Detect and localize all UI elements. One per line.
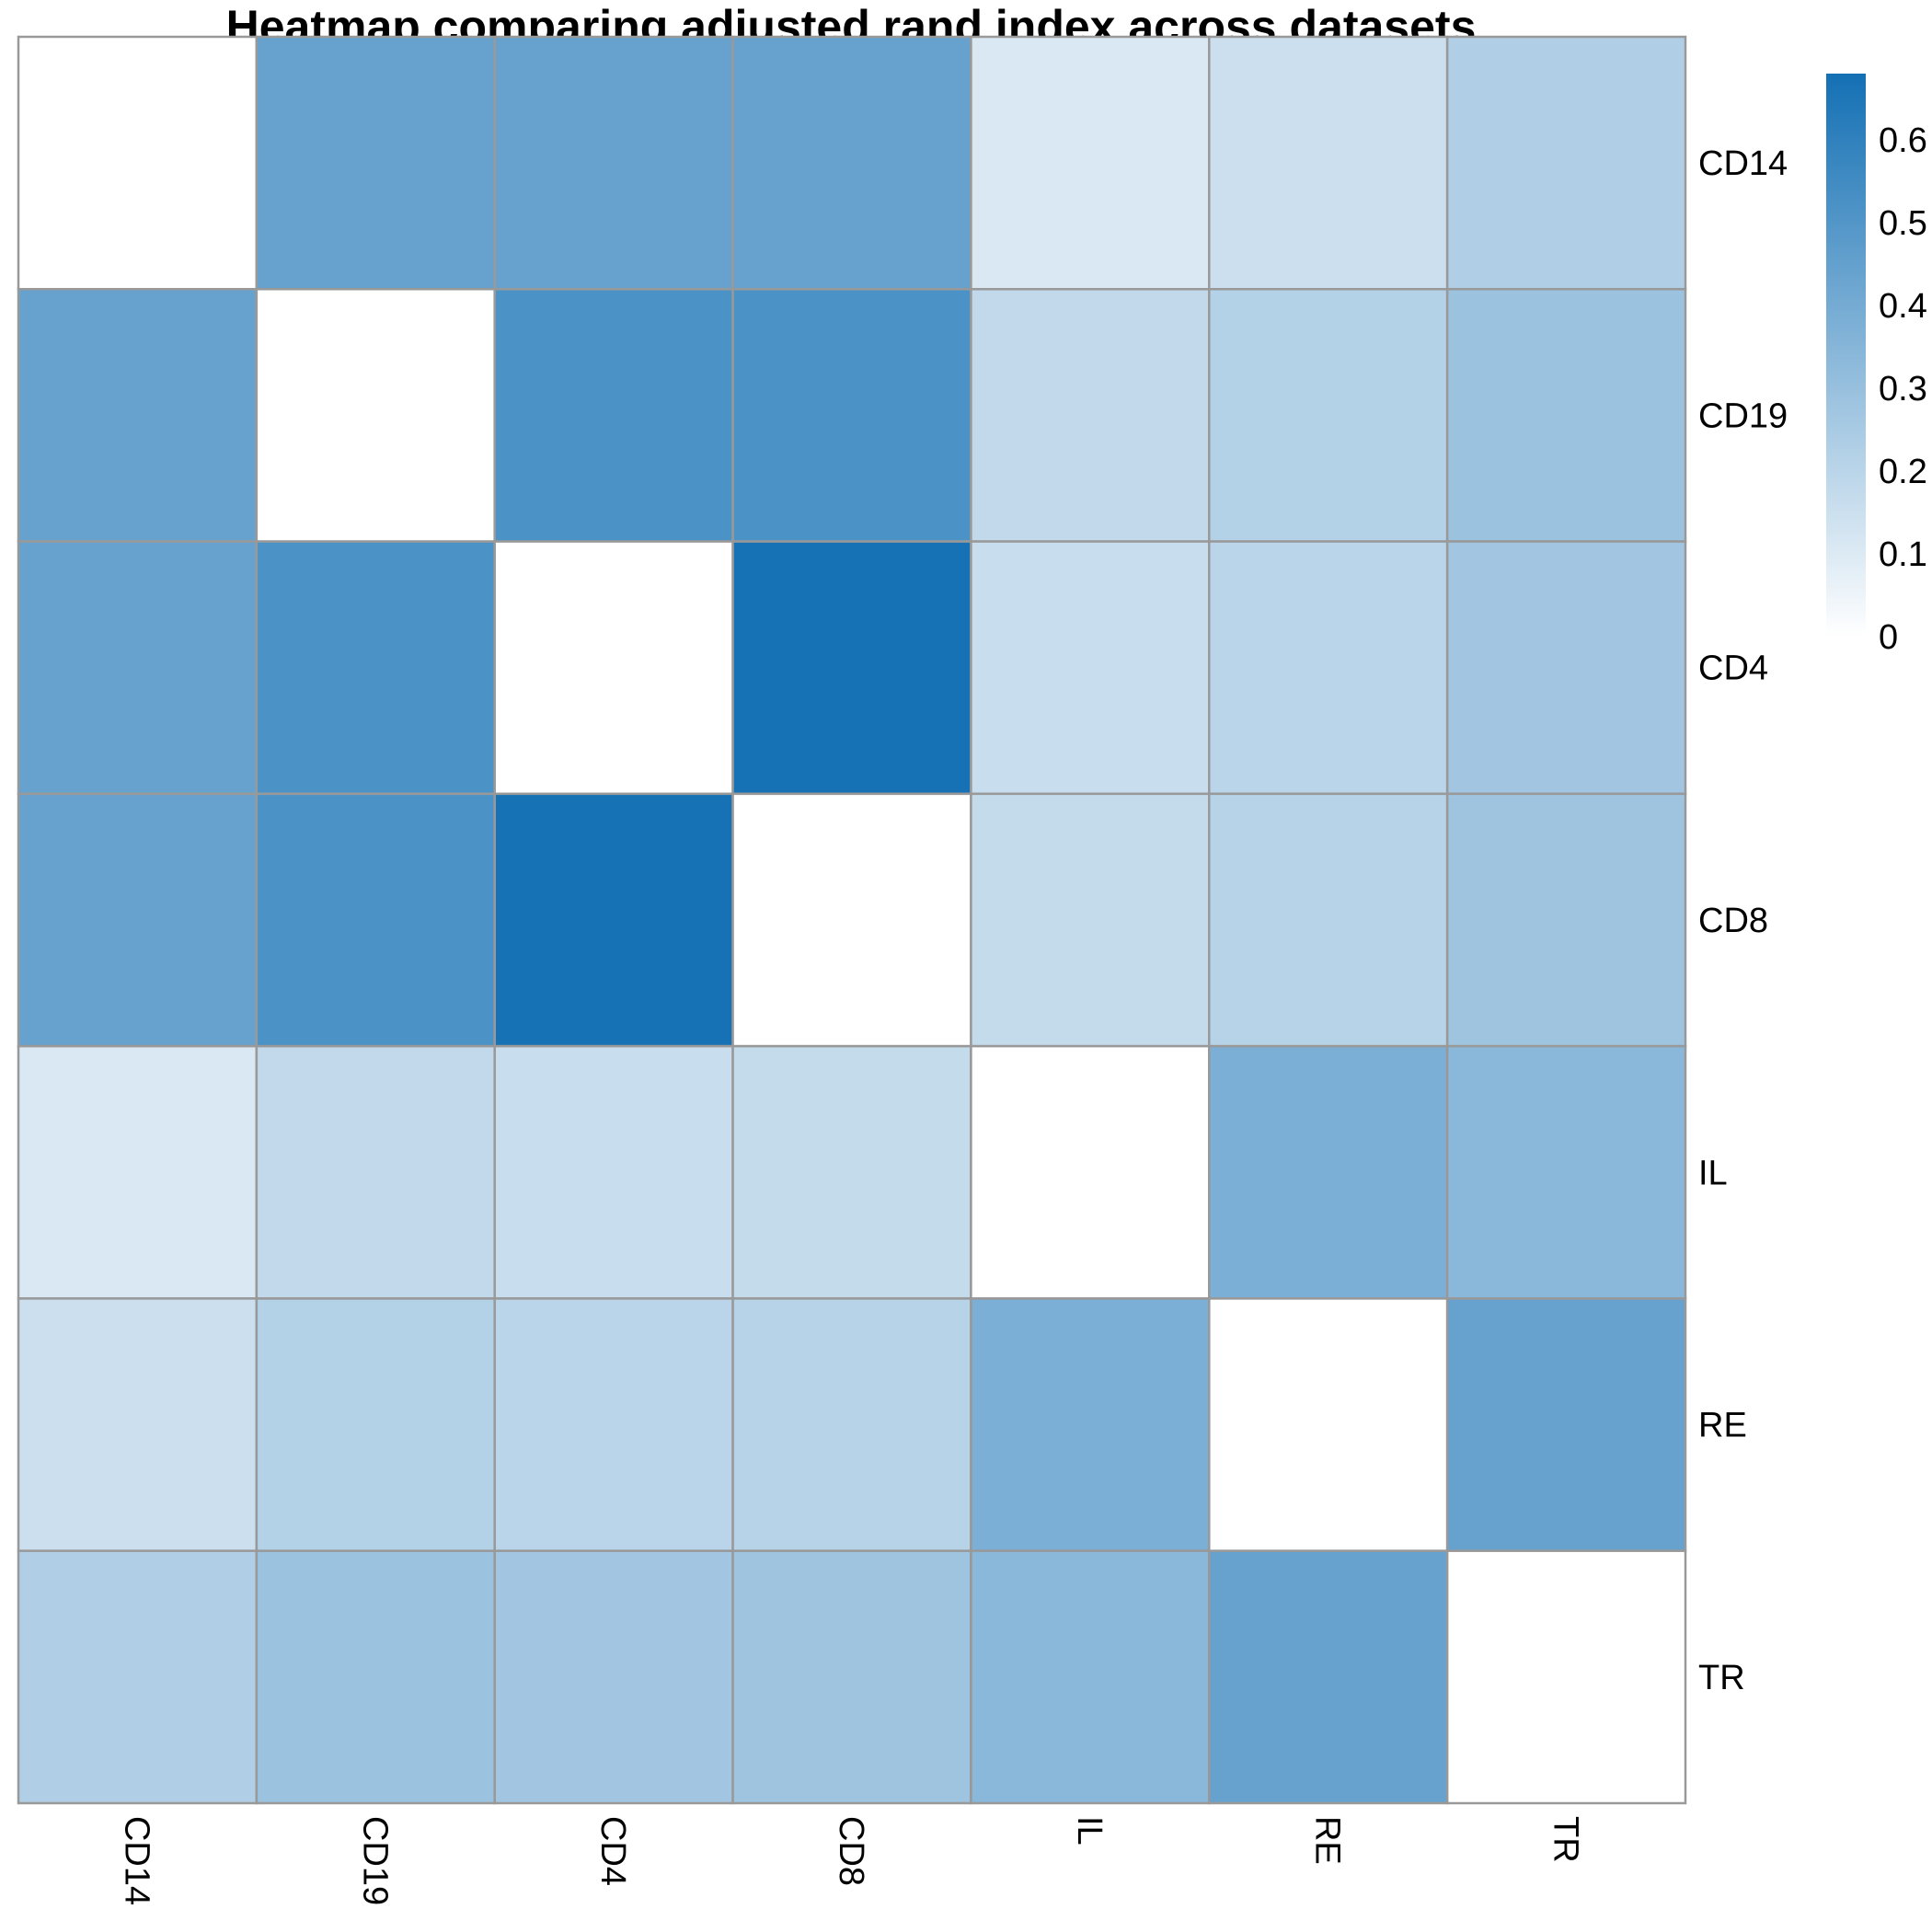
- column-label-cd4: CD4: [593, 1816, 632, 1886]
- heatmap-cell-cd14-cd14: [17, 35, 259, 291]
- heatmap-cell-re-il: [970, 1297, 1211, 1552]
- heatmap-cell-cd14-il: [970, 35, 1211, 291]
- color-legend-tick-label: 0.4: [1879, 287, 1927, 326]
- row-label-il: IL: [1698, 1154, 1728, 1192]
- heatmap-cell-cd14-re: [1208, 35, 1449, 291]
- column-label-cd19: CD19: [355, 1816, 394, 1905]
- heatmap-cell-cd4-cd14: [17, 540, 259, 796]
- color-legend-bar: [1826, 74, 1866, 637]
- heatmap-cell-cd8-cd14: [17, 792, 259, 1048]
- heatmap-cell-cd8-il: [970, 792, 1211, 1048]
- heatmap-cell-cd4-re: [1208, 540, 1449, 796]
- heatmap-cell-cd8-tr: [1445, 792, 1687, 1048]
- heatmap-cell-il-il: [970, 1044, 1211, 1300]
- heatmap-cell-il-tr: [1445, 1044, 1687, 1300]
- heatmap-cell-cd19-re: [1208, 288, 1449, 543]
- heatmap-cell-tr-cd19: [255, 1549, 496, 1805]
- heatmap-cell-cd4-cd4: [493, 540, 734, 796]
- row-label-re: RE: [1698, 1407, 1747, 1445]
- heatmap-cell-tr-tr: [1445, 1549, 1687, 1805]
- heatmap-cell-cd14-tr: [1445, 35, 1687, 291]
- heatmap-cells: [17, 35, 1687, 1805]
- heatmap-cell-cd19-cd4: [493, 288, 734, 543]
- heatmap-cell-cd8-cd4: [493, 792, 734, 1048]
- color-legend-tick-label: 0.2: [1879, 453, 1927, 491]
- heatmap-cell-il-cd8: [731, 1044, 972, 1300]
- color-legend-tick-label: 0.6: [1879, 121, 1927, 160]
- row-label-cd19: CD19: [1698, 397, 1788, 435]
- column-label-tr: TR: [1547, 1816, 1585, 1863]
- row-label-cd8: CD8: [1698, 902, 1768, 940]
- row-label-cd4: CD4: [1698, 650, 1768, 688]
- heatmap-cell-tr-cd14: [17, 1549, 259, 1805]
- heatmap-cell-tr-re: [1208, 1549, 1449, 1805]
- heatmap-cell-re-cd14: [17, 1297, 259, 1552]
- heatmap-cell-cd8-re: [1208, 792, 1449, 1048]
- color-legend-tick-label: 0.3: [1879, 370, 1927, 408]
- color-legend-tick-label: 0.1: [1879, 535, 1927, 574]
- heatmap-cell-cd14-cd4: [493, 35, 734, 291]
- heatmap-cell-cd4-cd8: [731, 540, 972, 796]
- column-label-cd8: CD8: [832, 1816, 870, 1886]
- heatmap-cell-cd19-cd8: [731, 288, 972, 543]
- heatmap-cell-re-cd8: [731, 1297, 972, 1552]
- heatmap-cell-re-cd19: [255, 1297, 496, 1552]
- heatmap-cell-il-cd19: [255, 1044, 496, 1300]
- row-label-tr: TR: [1698, 1659, 1745, 1697]
- heatmap-cell-il-cd14: [17, 1044, 259, 1300]
- heatmap-cell-tr-cd8: [731, 1549, 972, 1805]
- color-legend: 0 0.1 0.2 0.3 0.4 0.5 0.6: [1826, 74, 1927, 657]
- heatmap-cell-cd4-il: [970, 540, 1211, 796]
- column-label-il: IL: [1070, 1816, 1109, 1846]
- heatmap-cell-cd14-cd8: [731, 35, 972, 291]
- row-labels: CD14 CD19 CD4 CD8 IL RE TR: [1698, 144, 1788, 1697]
- column-labels: CD14 CD19 CD4 CD8 IL RE TR: [117, 1816, 1584, 1905]
- heatmap-cell-tr-cd4: [493, 1549, 734, 1805]
- heatmap-cell-cd8-cd8: [731, 792, 972, 1048]
- heatmap-cell-re-cd4: [493, 1297, 734, 1552]
- heatmap-cell-cd19-il: [970, 288, 1211, 543]
- heatmap-cell-il-cd4: [493, 1044, 734, 1300]
- column-label-re: RE: [1308, 1816, 1347, 1865]
- heatmap-cell-cd4-tr: [1445, 540, 1687, 796]
- heatmap-cell-cd14-cd19: [255, 35, 496, 291]
- heatmap-cell-il-re: [1208, 1044, 1449, 1300]
- heatmap-cell-tr-il: [970, 1549, 1211, 1805]
- heatmap-cell-cd19-cd19: [255, 288, 496, 543]
- heatmap-cell-re-re: [1208, 1297, 1449, 1552]
- heatmap-cell-cd4-cd19: [255, 540, 496, 796]
- column-label-cd14: CD14: [117, 1816, 155, 1905]
- heatmap-cell-cd19-tr: [1445, 288, 1687, 543]
- heatmap-cell-cd19-cd14: [17, 288, 259, 543]
- color-legend-tick-label: 0.5: [1879, 204, 1927, 243]
- heatmap-cell-re-tr: [1445, 1297, 1687, 1552]
- color-legend-tick-label: 0: [1879, 618, 1898, 657]
- row-label-cd14: CD14: [1698, 144, 1788, 183]
- heatmap-cell-cd8-cd19: [255, 792, 496, 1048]
